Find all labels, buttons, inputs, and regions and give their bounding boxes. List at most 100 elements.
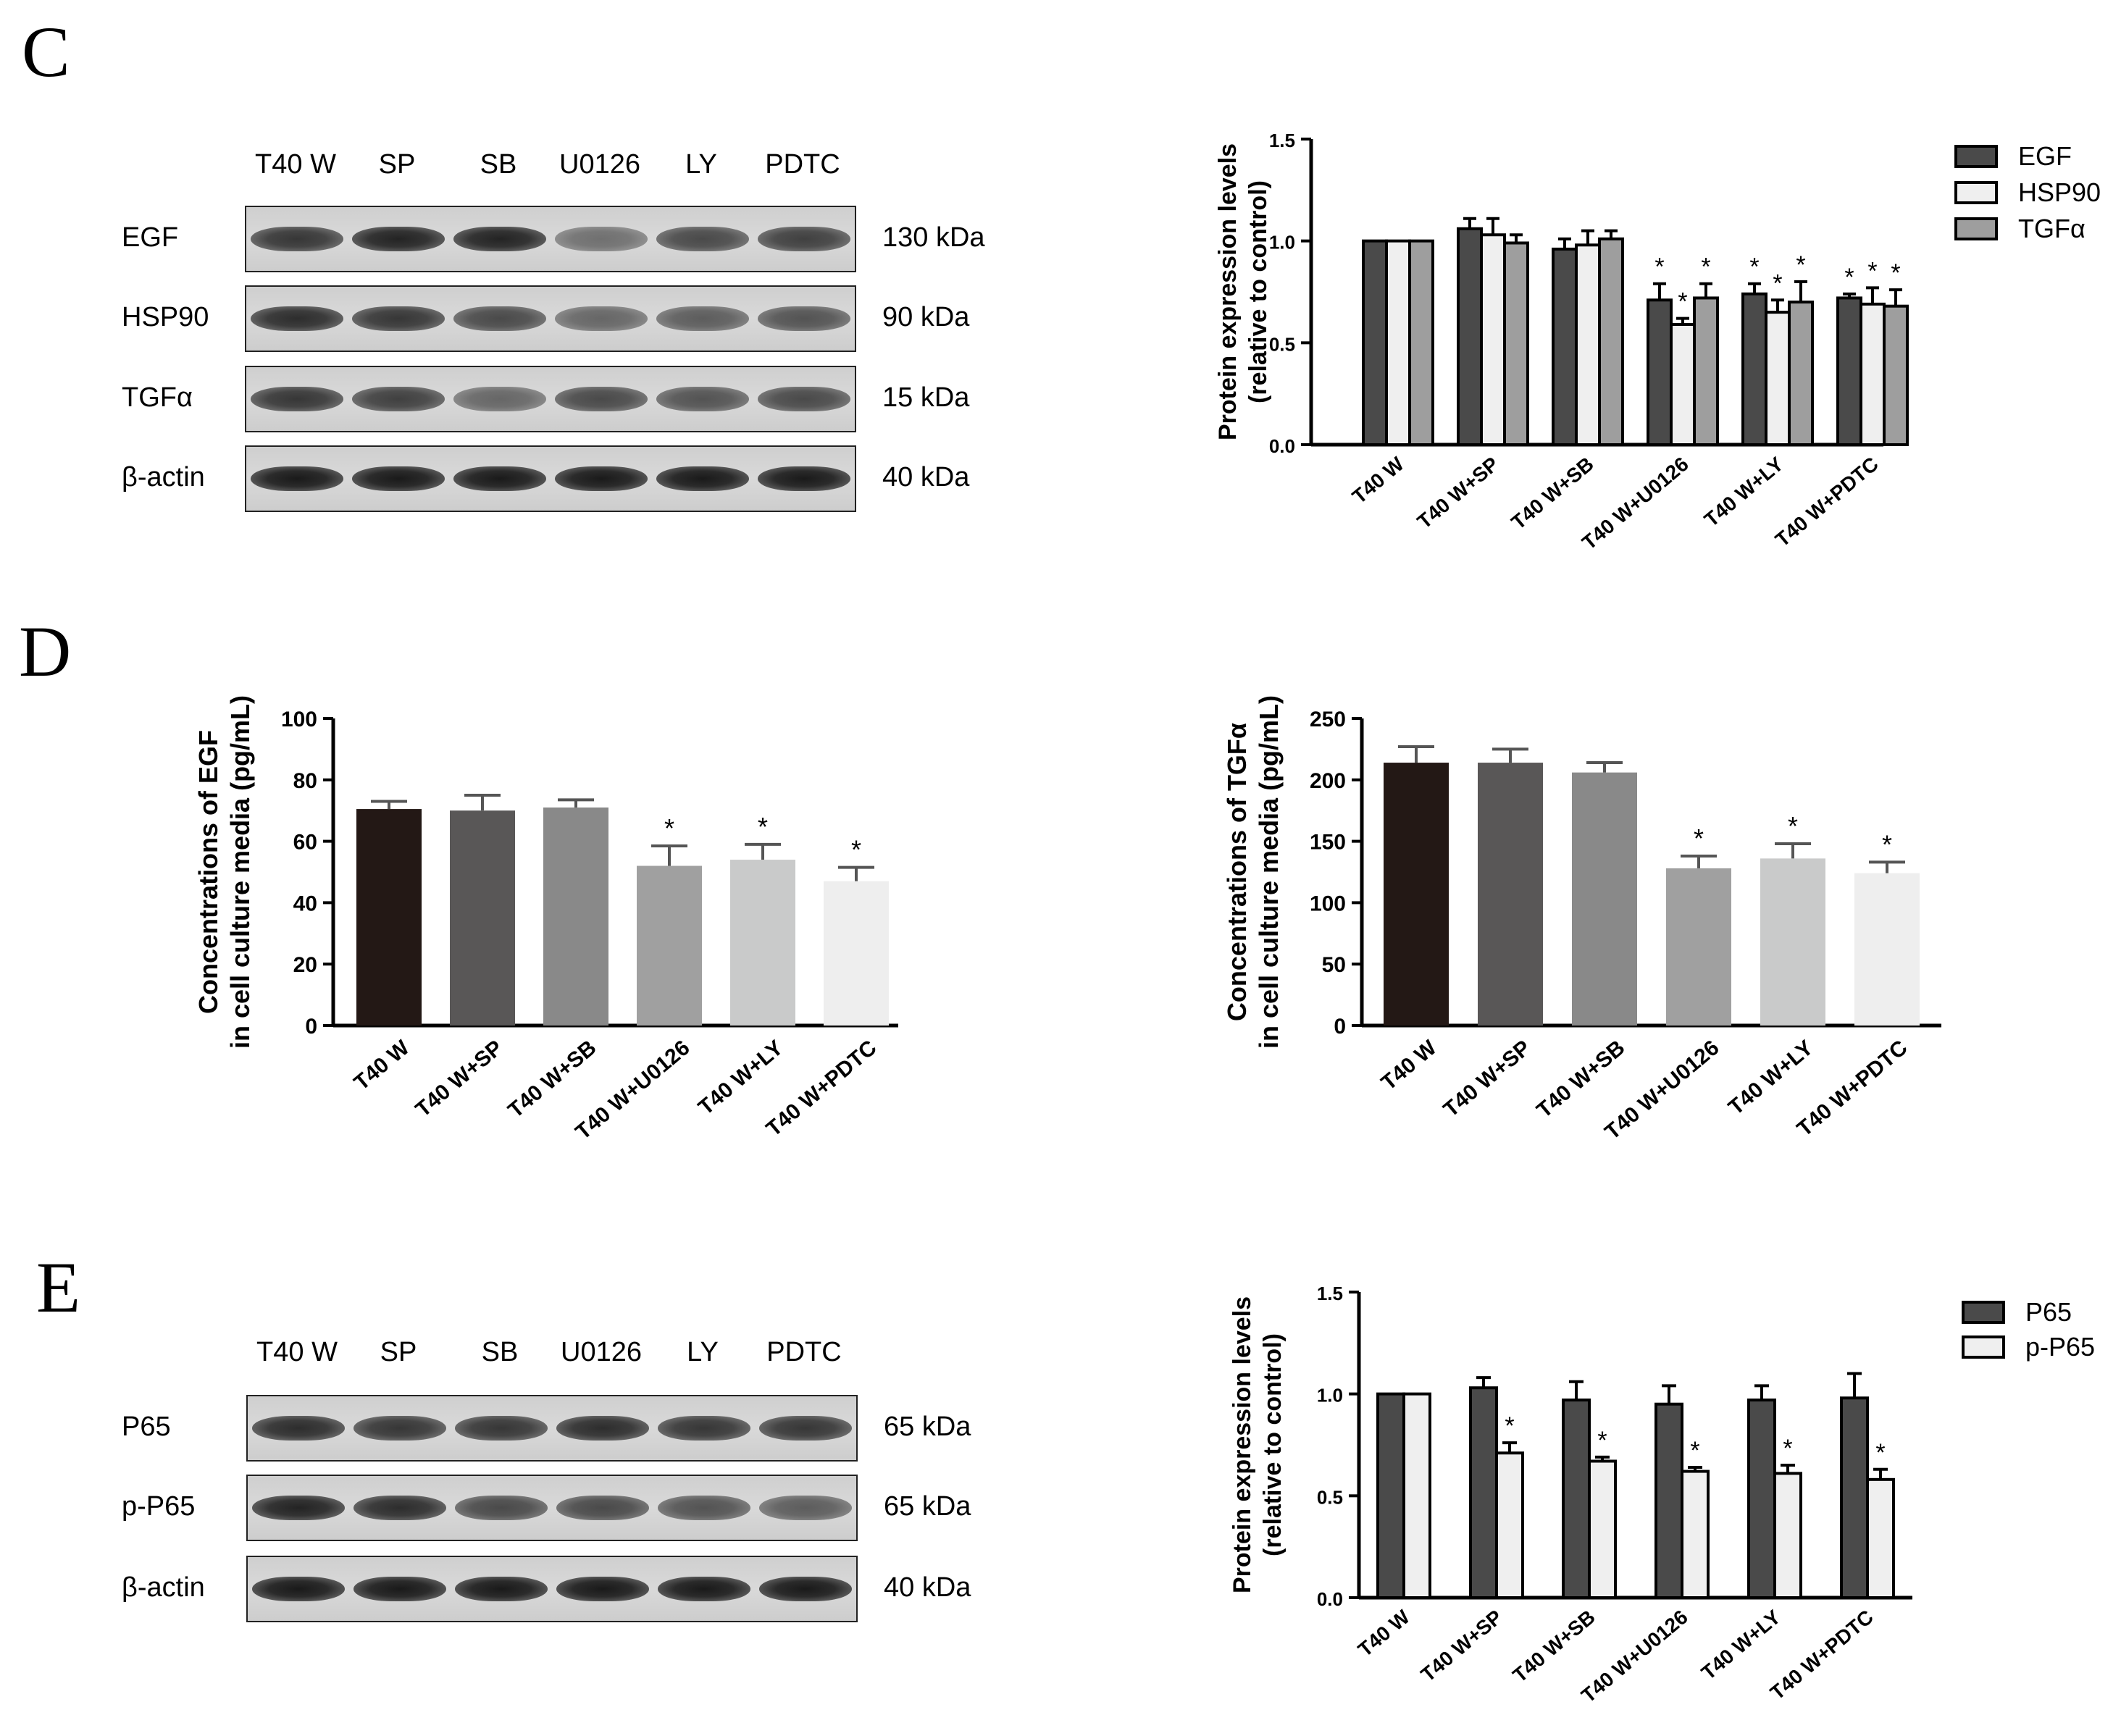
y-tick-label: 1.5	[1317, 1283, 1343, 1304]
significance-star: *	[758, 812, 768, 842]
bar	[637, 865, 702, 1026]
blot-band	[757, 387, 851, 411]
lane-label: PDTC	[765, 149, 840, 180]
legend-swatch	[1954, 145, 1998, 168]
blot-band	[656, 466, 750, 491]
bar	[1480, 233, 1506, 447]
bar	[1562, 1399, 1591, 1600]
significance-star: *	[1867, 257, 1877, 285]
legend-swatch	[1954, 217, 1998, 240]
bar	[1883, 304, 1909, 446]
significance-star: *	[1796, 251, 1805, 279]
blot-band	[657, 1496, 751, 1520]
blot-protein-label: P65	[122, 1412, 171, 1442]
bar	[1572, 772, 1637, 1026]
x-tick-label: T40 W+SP	[1439, 1036, 1536, 1122]
blot-row-image	[246, 1556, 858, 1622]
blot-row-image	[245, 206, 856, 272]
y-axis-title: Concentrations of EGF	[193, 730, 223, 1014]
blot-protein-label: EGF	[122, 222, 179, 253]
panel-letter-d: D	[19, 611, 72, 692]
bar	[1408, 239, 1434, 447]
blot-band	[353, 1496, 447, 1520]
significance-star: *	[1844, 264, 1854, 291]
legend-label: p-P65	[2025, 1332, 2095, 1362]
legend-label: EGF	[2018, 141, 2072, 171]
blot-band	[454, 1416, 548, 1441]
legend-swatch	[1954, 181, 1998, 204]
panel-letter-e: E	[36, 1247, 81, 1328]
bar	[1840, 1396, 1869, 1599]
x-tick-label: T40 W+LY	[1697, 1606, 1785, 1685]
significance-star: *	[1597, 1427, 1607, 1454]
blot-band	[453, 466, 547, 491]
y-axis-title: Protein expression levels	[1229, 1296, 1256, 1593]
bar	[730, 860, 795, 1026]
blot-protein-label: p-P65	[122, 1491, 196, 1522]
bar	[1836, 296, 1862, 446]
bar	[1773, 1472, 1802, 1599]
blot-protein-label: β-actin	[122, 462, 205, 492]
bar	[1666, 868, 1731, 1026]
blot-band	[758, 1577, 853, 1601]
blot-band	[656, 227, 750, 251]
significance-star: *	[1875, 1439, 1885, 1467]
chart-d-tgfa-concentration: 0 50 100 150 200 250 Concentrations of TGFα in …	[1222, 695, 1941, 1144]
blot-size-label: 40 kDa	[882, 462, 970, 492]
blot-band	[757, 227, 851, 251]
blot-band	[250, 387, 344, 411]
bar	[450, 810, 515, 1026]
blot-band	[556, 1496, 650, 1520]
blot-band	[656, 387, 750, 411]
bar	[1854, 873, 1920, 1026]
bar	[1376, 1392, 1405, 1600]
bar	[1362, 239, 1388, 447]
blot-band	[250, 227, 344, 251]
lane-label: SB	[481, 1337, 519, 1367]
x-tick-label: T40 W+SB	[503, 1036, 601, 1123]
significance-star: *	[664, 813, 674, 843]
x-tick-label: T40 W+SB	[1508, 1606, 1599, 1687]
y-tick-label: 80	[293, 769, 317, 793]
blot-band	[554, 466, 648, 491]
y-tick-label: 150	[1310, 831, 1346, 855]
bar	[1866, 1477, 1895, 1599]
blot-row-image	[245, 445, 856, 512]
y-tick-label: 0	[305, 1015, 317, 1039]
y-tick-label: 0.0	[1269, 435, 1295, 457]
x-tick-label: T40 W	[1354, 1605, 1415, 1661]
lane-label: U0126	[559, 149, 640, 180]
legend-label: HSP90	[2018, 177, 2101, 207]
blot-protein-label: TGFα	[122, 382, 193, 413]
lane-label: U0126	[561, 1337, 642, 1367]
x-tick-label: T40 W+LY	[694, 1036, 788, 1120]
blot-band	[757, 306, 851, 331]
bar	[356, 809, 422, 1026]
bar	[1402, 1392, 1431, 1600]
y-tick-label: 0.5	[1269, 333, 1295, 355]
bar	[1495, 1451, 1524, 1599]
blot-band	[554, 306, 648, 331]
blot-band	[453, 387, 547, 411]
blot-band	[453, 227, 547, 251]
bar	[1765, 311, 1791, 446]
bar	[1654, 1402, 1683, 1599]
blot-band	[758, 1416, 853, 1441]
lane-label: LY	[685, 149, 717, 180]
y-tick-label: 20	[293, 953, 317, 977]
blot-band	[554, 227, 648, 251]
chart-e-p65-expression: 0.0 0.5 1.0 1.5 Protein expression levels (re…	[1229, 1283, 2095, 1707]
lane-label: SB	[480, 149, 517, 180]
blot-row-image	[245, 366, 856, 432]
blot-band	[351, 466, 445, 491]
x-tick-label: T40 W+SB	[1507, 453, 1597, 534]
y-axis-title: Concentrations of TGFα	[1222, 723, 1252, 1021]
blot-band	[758, 1496, 853, 1520]
x-tick-label: T40 W+SP	[1413, 453, 1503, 533]
x-tick-label: T40 W+LY	[1700, 453, 1788, 532]
blot-band	[556, 1416, 650, 1441]
blot-size-label: 65 kDa	[884, 1412, 971, 1442]
blot-band	[251, 1496, 346, 1520]
significance-star: *	[851, 835, 861, 865]
significance-star: *	[1690, 1437, 1699, 1464]
